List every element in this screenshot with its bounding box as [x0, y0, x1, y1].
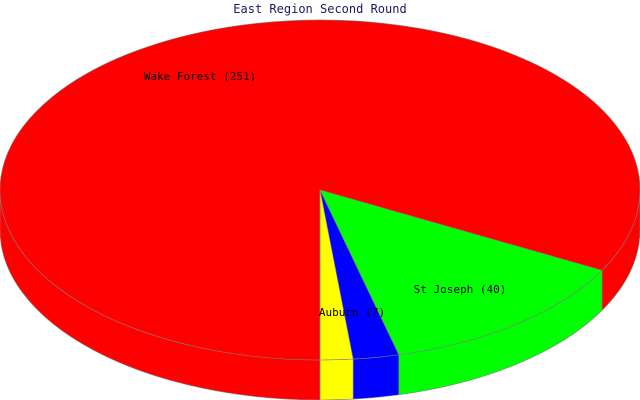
pie-label-auburn: Auburn (7) [319, 306, 385, 319]
pie-label-st-joseph: St Joseph (40) [414, 283, 507, 296]
pie-sides [0, 189, 640, 400]
chart-title: East Region Second Round [233, 2, 406, 16]
pie-slice-st-joseph [319, 189, 603, 356]
pie-side-slice-3 [319, 358, 354, 400]
pie-side-auburn [352, 354, 400, 400]
pie-label-wake-forest: Wake Forest (251) [144, 70, 257, 83]
pie-tops [0, 19, 640, 361]
pie-slice-slice-3 [319, 189, 354, 361]
pie-labels: Wake Forest (251) St Joseph (40) Auburn (7… [144, 70, 507, 319]
